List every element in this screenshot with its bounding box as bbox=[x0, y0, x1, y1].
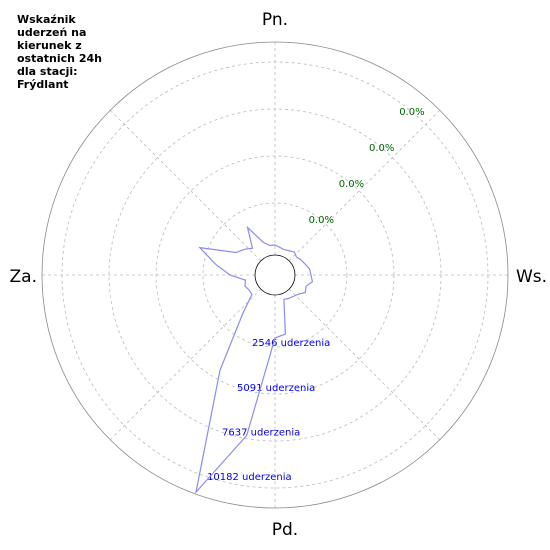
percent-label: 0.0% bbox=[399, 107, 424, 118]
r-tick-label: 7637 uderzenia bbox=[222, 427, 300, 438]
r-tick-label: 10182 uderzenia bbox=[207, 472, 292, 483]
grid-circle bbox=[155, 155, 395, 395]
direction-label: Ws. bbox=[516, 267, 547, 287]
grid-circle bbox=[61, 61, 489, 489]
grid-circle bbox=[108, 108, 442, 442]
r-tick-label: 2546 uderzenia bbox=[252, 338, 330, 349]
r-tick-label: 5091 uderzenia bbox=[237, 383, 315, 394]
percent-label: 0.0% bbox=[369, 143, 394, 154]
chart-title: Wskaźnik uderzeń na kierunek z ostatnich… bbox=[17, 13, 102, 91]
percent-label: 0.0% bbox=[339, 179, 364, 190]
radial-grid-line bbox=[109, 288, 262, 441]
direction-label: Pn. bbox=[262, 10, 288, 30]
strike-polygon bbox=[194, 225, 314, 495]
center-hole bbox=[254, 254, 296, 296]
radial-grid-line bbox=[288, 109, 441, 262]
radial-grid-line bbox=[288, 288, 441, 441]
percent-label: 0.0% bbox=[309, 215, 334, 226]
grid-circle bbox=[202, 202, 348, 348]
direction-label: Pd. bbox=[272, 520, 298, 540]
radial-grid-line bbox=[109, 109, 262, 262]
outer-circle bbox=[41, 41, 509, 509]
direction-label: Za. bbox=[10, 267, 37, 287]
